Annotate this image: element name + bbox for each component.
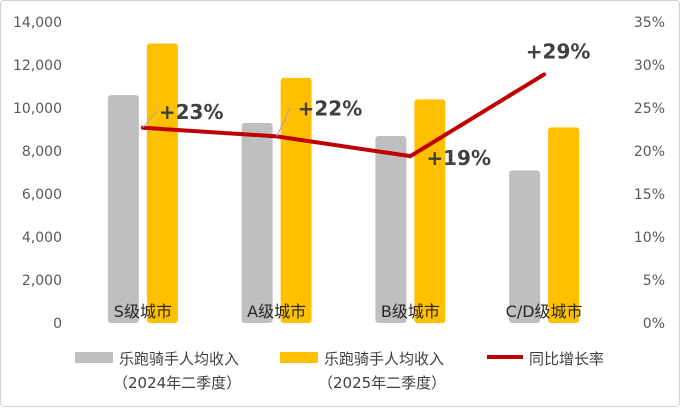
legend-label: 同比增长率: [529, 350, 604, 368]
y-left-tick-label: 0: [53, 316, 62, 332]
legend-swatch: [75, 352, 113, 363]
growth-data-label: +23%: [159, 100, 224, 124]
x-category-label: A级城市: [247, 302, 306, 321]
legend-label: 乐跑骑手人均收入: [324, 350, 444, 368]
y-right-tick-label: 5%: [643, 273, 665, 289]
bar-1: [509, 170, 541, 323]
y-right-tick-label: 35%: [634, 15, 665, 31]
growth-line: [140, 72, 547, 159]
y-left-tick-label: 2,000: [22, 273, 62, 289]
bar-2: [548, 127, 580, 323]
bar-1: [375, 135, 407, 323]
y-right-tick-label: 10%: [634, 230, 665, 246]
y-left-tick-label: 4,000: [22, 230, 62, 246]
y-left-tick-label: 8,000: [22, 144, 62, 160]
bar-1: [107, 95, 139, 323]
y-right-tick-label: 25%: [634, 101, 665, 117]
y-right-tick-label: 0%: [643, 316, 665, 332]
growth-data-label: +22%: [298, 96, 363, 120]
growth-data-label: +29%: [526, 39, 591, 63]
y-right-tick-label: 30%: [634, 58, 665, 74]
legend-label-sub: （2025年二季度）: [318, 374, 446, 392]
label-leader-line: [276, 107, 292, 137]
growth-data-label: +19%: [426, 146, 491, 170]
bar-1: [241, 123, 273, 323]
y-left-tick-label: 12,000: [13, 58, 62, 74]
y-left-tick-label: 10,000: [13, 101, 62, 117]
label-leader-line: [142, 110, 158, 129]
y-left-tick-label: 6,000: [22, 187, 62, 203]
y-left-tick-label: 14,000: [13, 15, 62, 31]
legend-label-sub: （2024年二季度）: [113, 374, 241, 392]
legend-label: 乐跑骑手人均收入: [119, 350, 239, 368]
bar-2: [414, 99, 446, 324]
x-category-label: B级城市: [381, 302, 440, 321]
legend-swatch: [280, 352, 318, 363]
y-right-tick-label: 20%: [634, 144, 665, 160]
x-category-label: C/D级城市: [506, 302, 583, 321]
x-category-label: S级城市: [114, 302, 172, 321]
bar-2: [146, 43, 178, 323]
y-right-tick-label: 15%: [634, 187, 665, 203]
